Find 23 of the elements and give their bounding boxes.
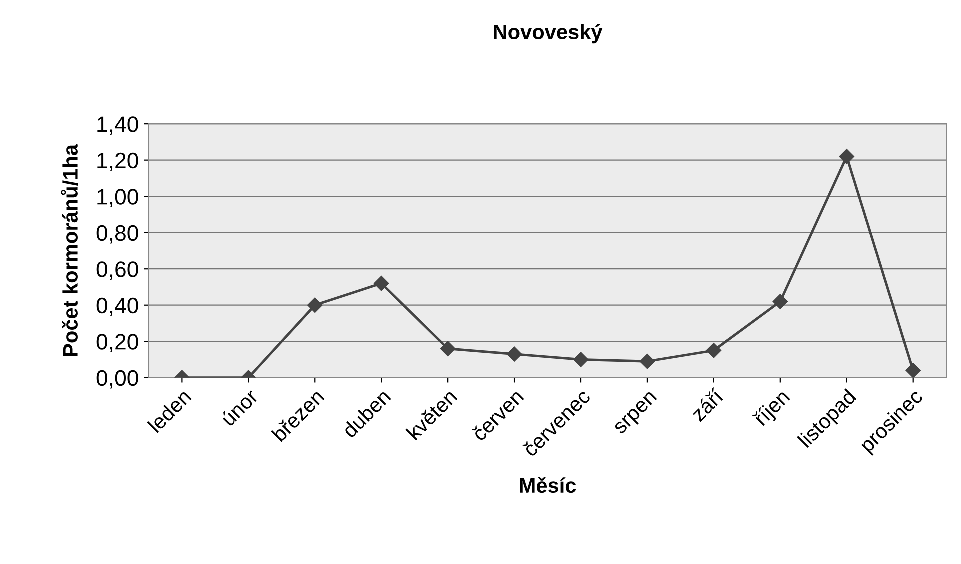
point (573, 352, 589, 368)
y-tick-label: 0,80 (96, 225, 138, 244)
y-tick-label: 1,20 (98, 152, 138, 172)
point (506, 346, 522, 362)
point (440, 341, 456, 356)
y-tick-label: 0,60 (96, 262, 138, 280)
point (374, 276, 390, 292)
point (640, 354, 656, 370)
y-tick-label: 1,40 (98, 116, 138, 135)
y-tick-label: 0,00 (96, 370, 138, 389)
x-tick-label: září (690, 387, 725, 422)
point (308, 298, 323, 313)
y-tick-label: 0,20 (96, 334, 138, 353)
y-tick-label: 1,00 (98, 189, 138, 208)
y-axis-title: Počet kormoránů/1ha (61, 144, 78, 356)
point (839, 149, 854, 164)
y-tick-label: 0,40 (96, 298, 138, 316)
x-tick-label: říjen (752, 388, 794, 430)
point (706, 343, 722, 358)
point (772, 294, 788, 310)
point (906, 363, 921, 378)
chart-title: Novoveský (494, 24, 603, 44)
x-axis-title: Měsíc (520, 477, 576, 494)
